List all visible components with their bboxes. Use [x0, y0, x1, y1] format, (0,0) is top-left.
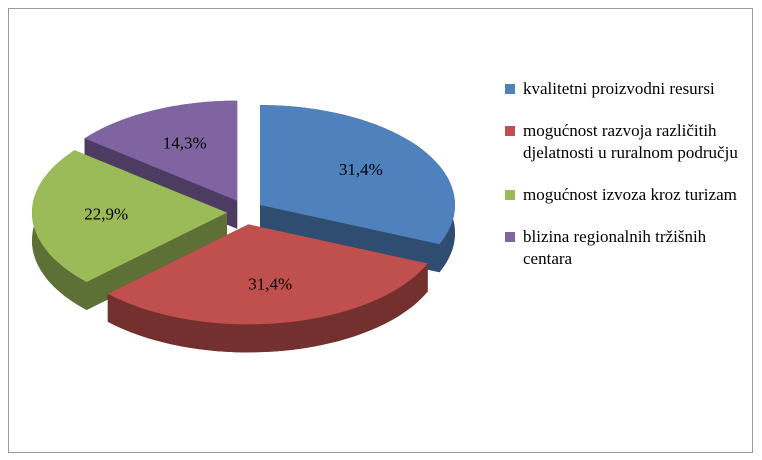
legend-label: kvalitetni proizvodni resursi [523, 79, 715, 98]
slice-top [260, 105, 455, 245]
slice-wall [260, 205, 440, 273]
legend-swatch [505, 84, 515, 94]
legend-item: mogućnost razvoja različitih djelatnosti… [505, 120, 745, 164]
pie-slice [32, 150, 227, 310]
pie-slice [107, 224, 428, 353]
legend-swatch [505, 232, 515, 242]
legend-label: mogućnost razvoja različitih djelatnosti… [523, 121, 738, 162]
legend: kvalitetni proizvodni resursi mogućnost r… [505, 78, 745, 290]
data-label: 31,4% [248, 274, 292, 293]
legend-item: blizina regionalnih tržišnih centara [505, 226, 745, 270]
data-label: 22,9% [84, 204, 128, 223]
slice-top [32, 150, 227, 282]
slice-wall [86, 212, 227, 310]
legend-label: blizina regionalnih tržišnih centara [523, 227, 707, 268]
frame [8, 8, 753, 453]
slice-side [107, 263, 428, 353]
slice-top [84, 100, 238, 201]
legend-swatch [505, 126, 515, 136]
legend-item: mogućnost izvoza kroz turizam [505, 184, 745, 206]
legend-label: mogućnost izvoza kroz turizam [523, 185, 737, 204]
pie-slice [260, 105, 455, 273]
legend-item: kvalitetni proizvodni resursi [505, 78, 745, 100]
data-label: 31,4% [339, 160, 383, 179]
data-label: 14,3% [163, 134, 207, 153]
slice-top [107, 224, 428, 325]
legend-swatch [505, 190, 515, 200]
